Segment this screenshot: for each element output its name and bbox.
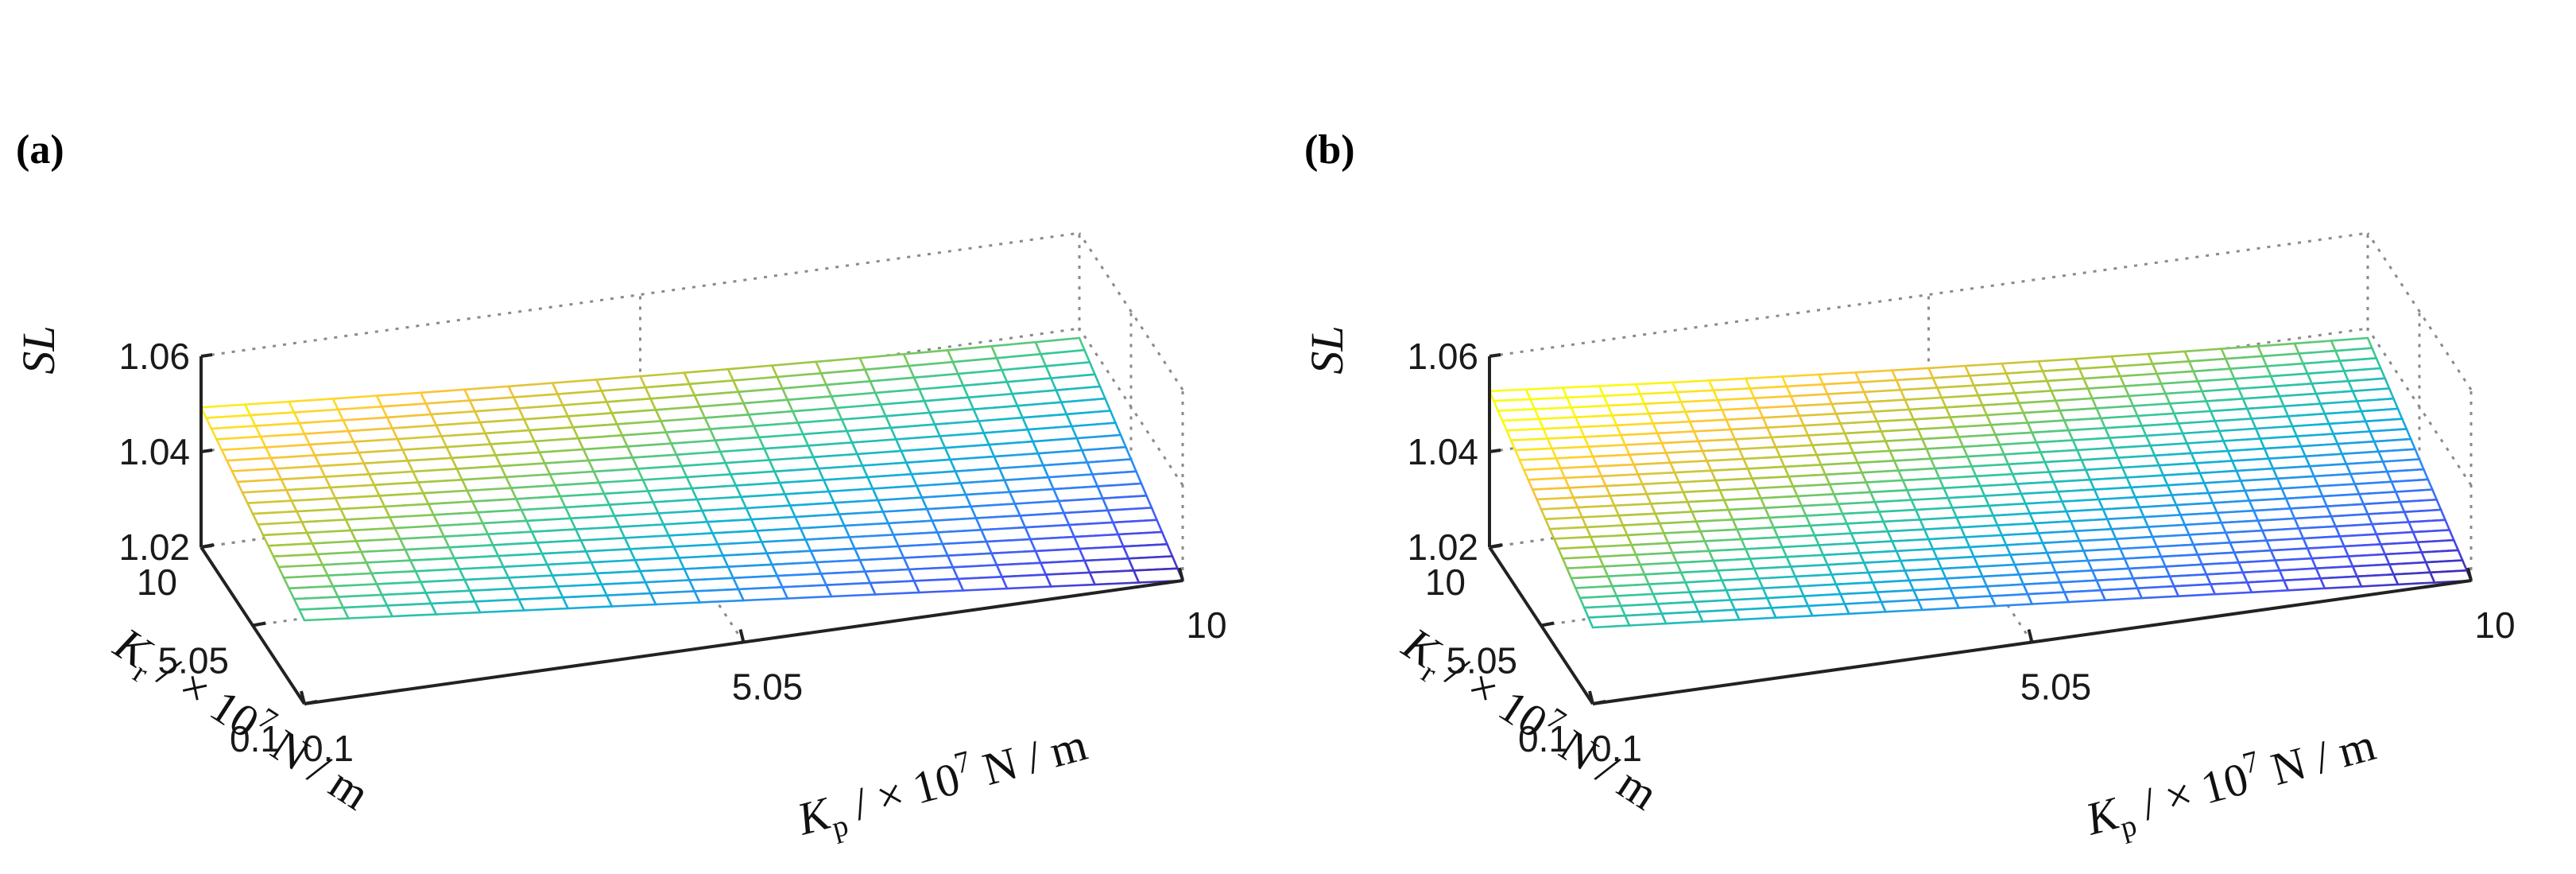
kr-tick-label: 0.1 <box>1518 718 1569 759</box>
sl-tick-label: 1.04 <box>118 431 190 472</box>
surface-cell <box>2245 579 2290 594</box>
surface-cell <box>2318 575 2363 590</box>
panel-label: (b) <box>1304 127 1355 173</box>
surface-cell <box>473 598 526 614</box>
surface-cell <box>1879 599 1924 613</box>
sl-tick-label: 1.06 <box>118 336 190 377</box>
kp-tick-label: 0.1 <box>303 728 354 769</box>
sl-tick-label: 1.02 <box>1407 526 1478 568</box>
surface-cell <box>429 600 482 616</box>
kr-tick-label: 10 <box>137 561 177 603</box>
kr-tick <box>1540 621 1555 627</box>
surface-cell <box>297 606 351 622</box>
surface-cell <box>2136 585 2180 600</box>
surface-cell <box>1660 610 1705 625</box>
surface-cell <box>1842 600 1888 616</box>
kp-tick <box>2027 629 2034 643</box>
sl-tick-label: 1.06 <box>1407 336 1478 377</box>
kr-axis-label: Kr / × 107 N / m <box>101 614 381 827</box>
surface-cell <box>2282 577 2326 592</box>
sl-tick <box>1489 449 1501 453</box>
surface-cell <box>2355 573 2400 588</box>
sl-tick <box>1489 353 1501 358</box>
surface-cell <box>737 585 789 602</box>
surface-mesh <box>1488 336 2473 629</box>
surface-cell <box>1806 603 1851 617</box>
kp-axis-label: Kp / × 107 N / m <box>2078 714 2383 853</box>
kr-tick <box>252 621 266 627</box>
sl-axis-label: SL <box>13 325 64 374</box>
surface-cell <box>1000 573 1053 590</box>
sl-tick-label: 1.02 <box>118 526 190 568</box>
surface-cell <box>341 604 394 620</box>
kr-tick-label: 10 <box>1425 561 1466 603</box>
surface-cell <box>1769 604 1815 620</box>
kr-tick <box>1592 700 1606 705</box>
kp-tick-label: 10 <box>2474 604 2515 646</box>
surface-cell <box>2209 581 2253 596</box>
sl-tick-label: 1.04 <box>1407 431 1478 472</box>
kp-tick-label: 5.05 <box>2020 666 2092 708</box>
kp-tick-label: 0.1 <box>1591 728 1642 769</box>
surface-cell <box>781 584 833 600</box>
surface-mesh <box>199 336 1184 622</box>
surface-cell <box>1623 612 1668 627</box>
surface-cell <box>560 594 614 610</box>
surface-cell <box>1044 571 1097 588</box>
surface-cell <box>2172 583 2217 598</box>
surface-plot-a: 1.02 1.04 1.06 0.1 5.05 10 0.1 5.05 10 SL Kr / × 1… <box>13 127 1227 853</box>
kr-tick-label: 0.1 <box>230 718 281 759</box>
kp-tick <box>1588 690 1594 705</box>
surface-cell <box>824 581 877 598</box>
kp-tick <box>2466 567 2473 581</box>
surface-cell <box>956 575 1009 592</box>
surface-cell <box>2063 588 2107 604</box>
sl-axis-label: SL <box>1301 325 1353 374</box>
kr-tick <box>1489 543 1503 549</box>
kp-tick-label: 10 <box>1186 604 1226 646</box>
sl-tick <box>200 353 213 358</box>
kr-tick-label: 5.05 <box>1446 640 1517 682</box>
surface-cell <box>1916 596 1961 612</box>
surface-cell <box>2026 591 2070 605</box>
kr-tick-label: 5.05 <box>157 640 229 682</box>
kp-tick-label: 5.05 <box>732 666 804 708</box>
surface-cell <box>2099 587 2144 601</box>
surface-cell <box>1696 608 1741 623</box>
surface-cell <box>517 596 570 612</box>
panel-label: (a) <box>16 127 64 173</box>
kr-tick <box>304 700 318 705</box>
sl-tick <box>200 449 213 453</box>
surface-cell <box>385 602 438 618</box>
kp-tick <box>738 629 746 643</box>
surface-cell <box>1953 595 1997 609</box>
kp-tick <box>300 690 306 705</box>
kr-axis-label: Kr / × 107 N / m <box>1389 614 1669 827</box>
surface-cell <box>1989 592 2034 608</box>
surface-cell <box>692 588 746 604</box>
surface-cell <box>912 577 965 594</box>
kp-tick <box>1178 567 1184 581</box>
surface-cell <box>868 580 921 596</box>
surface-cell <box>2392 571 2436 586</box>
surface-cell <box>649 590 702 606</box>
kr-tick <box>200 543 215 549</box>
surface-cell <box>605 592 658 608</box>
surface-cell <box>1586 614 1631 629</box>
kp-axis-label: Kp / × 107 N / m <box>790 714 1094 853</box>
surface-plot-b: 1.02 1.04 1.06 0.1 5.05 10 0.1 5.05 10 SL Kr / × 1… <box>1288 0 2576 874</box>
surface-cell <box>1733 607 1778 621</box>
surface-cell <box>1088 569 1141 586</box>
